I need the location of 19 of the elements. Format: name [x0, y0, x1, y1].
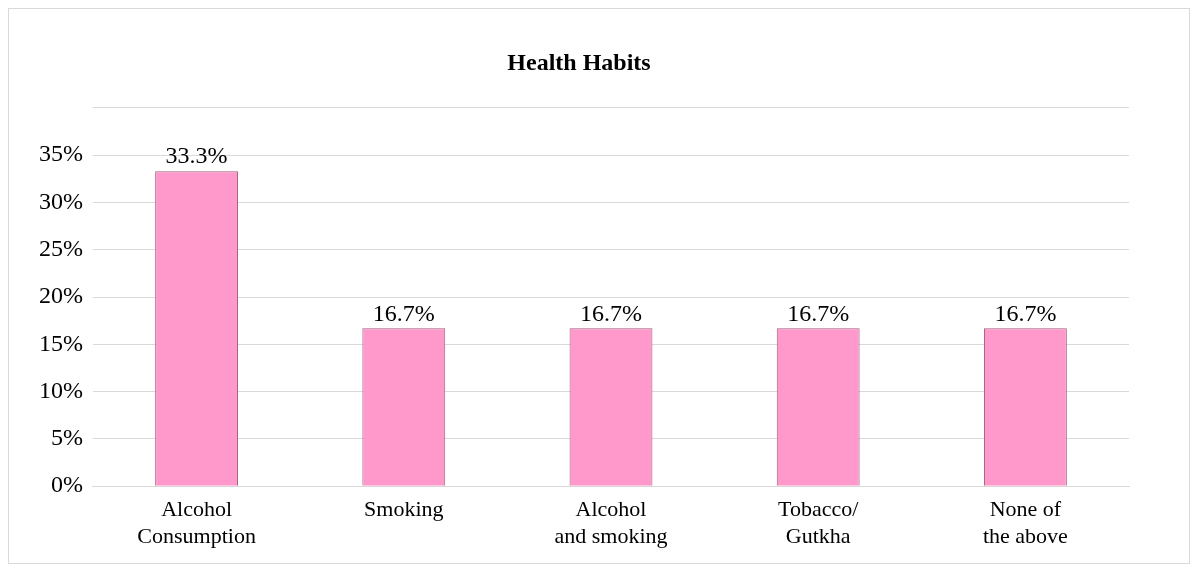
y-tick-label: 20%: [38, 282, 83, 309]
y-tick-label: 25%: [38, 235, 83, 261]
data-label: 16.7%: [994, 299, 1057, 326]
chart-title: Health Habits: [507, 48, 651, 75]
x-tick-label: Tobacco/ Gutkha: [778, 496, 860, 548]
y-tick-label: 10%: [38, 376, 83, 403]
data-label: 16.7%: [787, 299, 850, 326]
y-tick-label: 0%: [50, 471, 83, 498]
y-tick-label: 35%: [38, 140, 83, 167]
data-label: 16.7%: [580, 299, 642, 326]
x-tick-label: None of the above: [982, 496, 1068, 548]
y-tick-label: 5%: [50, 424, 83, 451]
x-tick-label: Smoking: [364, 496, 444, 522]
x-tick-label: Alcohol Consumption: [137, 496, 256, 548]
data-label: 33.3%: [165, 142, 228, 169]
y-tick-label: 30%: [38, 187, 83, 214]
x-tick-label: Alcohol and smoking: [554, 496, 668, 548]
data-label: 16.7%: [372, 299, 435, 326]
y-tick-label: 15%: [38, 329, 83, 356]
